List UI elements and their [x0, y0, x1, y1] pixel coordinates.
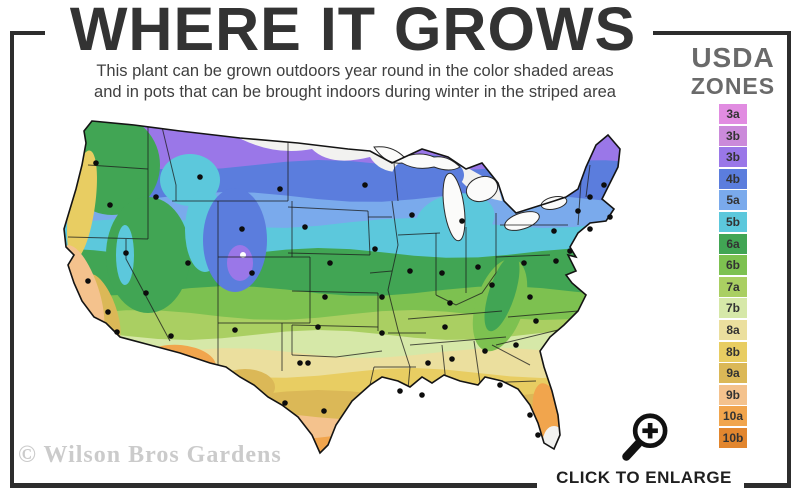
legend-zone-label: 3a: [726, 107, 740, 121]
legend-zone-6a-6: 6a: [719, 233, 747, 254]
legend-zone-5a-4: 5a: [719, 190, 747, 211]
click-to-enlarge-button[interactable]: CLICK TO ENLARGE: [556, 468, 732, 487]
usda-zones-legend: 3a 3b 3b 4b 5a 5b 6a 6b 7a 7b 8a 8b 9a 9b 10a 10b: [682, 104, 784, 450]
legend-zone-7a-8: 7a: [719, 276, 747, 297]
legend-zone-7b-9: 7b: [719, 298, 747, 319]
legend-zone-label: 10b: [722, 430, 744, 445]
legend-zone-3b-1: 3b: [719, 125, 747, 146]
frame-border-bottom-left: [10, 483, 537, 488]
subtitle-line-1: This plant can be grown outdoors year ro…: [96, 62, 614, 80]
legend-zone-8b-11: 8b: [719, 341, 747, 362]
legend-zone-9a-12: 9a: [719, 363, 747, 384]
subtitle: This plant can be grown outdoors year ro…: [0, 61, 710, 103]
legend-zone-label: 10a: [722, 409, 744, 424]
frame-border-bottom-right: [744, 483, 791, 488]
legend-zone-label: 3b: [725, 128, 740, 143]
legend-zone-label: 7b: [725, 301, 740, 316]
legend-zone-label: 9b: [725, 387, 740, 402]
legend-title-zones: ZONES: [690, 73, 776, 99]
legend-zone-label: 4b: [725, 171, 740, 186]
usa-hardiness-zones-map[interactable]: [30, 105, 670, 465]
magnifying-glass-plus-icon[interactable]: [615, 408, 677, 470]
legend-zone-label: 7a: [726, 279, 740, 294]
frame-border-top-right: [653, 31, 791, 35]
page-title: WHERE IT GROWS: [69, 0, 637, 63]
legend-zone-label: 9a: [726, 366, 740, 381]
legend-zone-10b-15: 10b: [719, 427, 747, 448]
legend-zone-3a-0: 3a: [719, 104, 747, 124]
legend-zone-10a-14: 10a: [719, 406, 747, 427]
legend-zone-9b-13: 9b: [719, 384, 747, 405]
legend-zone-6b-7: 6b: [719, 255, 747, 276]
frame-border-right: [787, 31, 791, 488]
legend-zone-label: 6b: [725, 258, 740, 273]
legend-zone-8a-10: 8a: [719, 319, 747, 340]
legend-title: USDA ZONES: [682, 44, 784, 98]
frame-border-top-left: [10, 31, 45, 35]
legend-title-usda: USDA: [691, 42, 775, 73]
legend-zone-label: 5a: [726, 193, 740, 208]
legend-zone-label: 8b: [725, 344, 740, 359]
legend-zone-5b-5: 5b: [719, 211, 747, 232]
legend-zone-3b-2: 3b: [719, 147, 747, 168]
legend-zone-label: 5b: [725, 214, 740, 229]
watermark: © Wilson Bros Gardens: [18, 442, 282, 468]
legend-zone-4b-3: 4b: [719, 168, 747, 189]
subtitle-line-2: and in pots that can be brought indoors …: [94, 83, 616, 101]
legend-zone-label: 6a: [726, 236, 740, 251]
frame-border-left: [10, 31, 14, 488]
legend-zone-label: 3b: [725, 150, 740, 165]
legend-zone-label: 8a: [726, 322, 740, 337]
